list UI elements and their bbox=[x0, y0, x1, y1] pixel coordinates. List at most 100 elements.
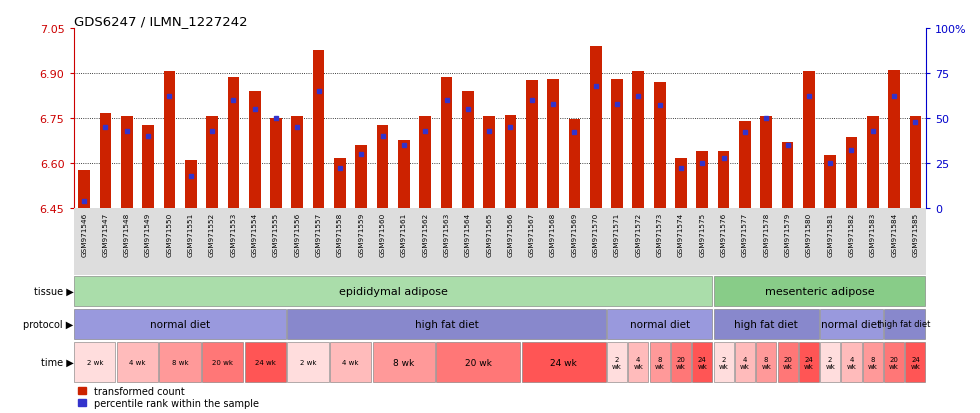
Text: GSM971567: GSM971567 bbox=[529, 212, 535, 256]
FancyBboxPatch shape bbox=[842, 342, 861, 382]
Bar bbox=[164, 72, 175, 209]
Text: 4
wk: 4 wk bbox=[847, 356, 857, 369]
Text: GSM971577: GSM971577 bbox=[742, 212, 748, 256]
Text: GSM971582: GSM971582 bbox=[849, 212, 855, 256]
Bar bbox=[739, 122, 751, 209]
Text: GSM971575: GSM971575 bbox=[700, 212, 706, 256]
Text: GSM971560: GSM971560 bbox=[379, 212, 385, 256]
FancyBboxPatch shape bbox=[820, 342, 840, 382]
Text: GSM971583: GSM971583 bbox=[870, 212, 876, 256]
Bar bbox=[78, 171, 90, 209]
Text: GSM971584: GSM971584 bbox=[891, 212, 897, 256]
Text: GSM971558: GSM971558 bbox=[337, 212, 343, 256]
Text: GSM971561: GSM971561 bbox=[401, 212, 407, 256]
Bar bbox=[697, 152, 709, 209]
Text: GSM971566: GSM971566 bbox=[508, 212, 514, 256]
Bar bbox=[398, 141, 410, 209]
Text: normal diet: normal diet bbox=[629, 319, 690, 329]
Text: GSM971562: GSM971562 bbox=[422, 212, 428, 256]
FancyBboxPatch shape bbox=[330, 342, 371, 382]
Text: GDS6247 / ILMN_1227242: GDS6247 / ILMN_1227242 bbox=[74, 15, 247, 28]
FancyBboxPatch shape bbox=[287, 342, 328, 382]
Bar bbox=[547, 80, 559, 209]
Text: 8
wk: 8 wk bbox=[655, 356, 664, 369]
Bar bbox=[590, 47, 602, 209]
Text: 20
wk: 20 wk bbox=[676, 356, 686, 369]
Text: high fat diet: high fat diet bbox=[734, 319, 798, 329]
Bar bbox=[356, 146, 368, 209]
Legend: transformed count, percentile rank within the sample: transformed count, percentile rank withi… bbox=[78, 386, 259, 408]
Bar bbox=[760, 117, 772, 209]
FancyBboxPatch shape bbox=[713, 309, 819, 339]
FancyBboxPatch shape bbox=[671, 342, 691, 382]
Text: 8
wk: 8 wk bbox=[868, 356, 878, 369]
Bar bbox=[803, 72, 814, 209]
FancyBboxPatch shape bbox=[372, 342, 435, 382]
FancyBboxPatch shape bbox=[74, 309, 286, 339]
FancyBboxPatch shape bbox=[862, 342, 883, 382]
FancyBboxPatch shape bbox=[799, 342, 819, 382]
FancyBboxPatch shape bbox=[117, 342, 158, 382]
Text: GSM971546: GSM971546 bbox=[81, 212, 87, 256]
Text: GSM971550: GSM971550 bbox=[167, 212, 172, 256]
Text: 24
wk: 24 wk bbox=[698, 356, 708, 369]
Bar bbox=[632, 72, 644, 209]
Text: GSM971565: GSM971565 bbox=[486, 212, 492, 256]
Bar bbox=[654, 83, 665, 209]
Text: GSM971572: GSM971572 bbox=[635, 212, 641, 256]
Bar bbox=[441, 78, 453, 209]
Text: GSM971581: GSM971581 bbox=[827, 212, 833, 256]
Text: 2
wk: 2 wk bbox=[612, 356, 622, 369]
Bar bbox=[526, 81, 538, 209]
FancyBboxPatch shape bbox=[713, 342, 734, 382]
Text: 2 wk: 2 wk bbox=[86, 359, 103, 365]
FancyBboxPatch shape bbox=[287, 309, 606, 339]
Bar bbox=[846, 138, 858, 209]
Text: high fat diet: high fat diet bbox=[879, 320, 930, 328]
Text: GSM971576: GSM971576 bbox=[720, 212, 726, 256]
Text: 24
wk: 24 wk bbox=[910, 356, 920, 369]
Text: 24
wk: 24 wk bbox=[804, 356, 813, 369]
Text: 2
wk: 2 wk bbox=[825, 356, 835, 369]
FancyBboxPatch shape bbox=[607, 309, 712, 339]
Text: GSM971569: GSM971569 bbox=[571, 212, 577, 256]
FancyBboxPatch shape bbox=[735, 342, 755, 382]
Bar bbox=[100, 114, 112, 209]
Text: 24 wk: 24 wk bbox=[551, 358, 577, 367]
Text: 2
wk: 2 wk bbox=[718, 356, 728, 369]
FancyBboxPatch shape bbox=[74, 277, 712, 306]
Text: 20
wk: 20 wk bbox=[889, 356, 899, 369]
FancyBboxPatch shape bbox=[692, 342, 712, 382]
Text: GSM971548: GSM971548 bbox=[123, 212, 129, 256]
Bar bbox=[462, 92, 473, 209]
FancyBboxPatch shape bbox=[245, 342, 286, 382]
Text: GSM971564: GSM971564 bbox=[465, 212, 470, 256]
Text: GSM971557: GSM971557 bbox=[316, 212, 321, 256]
Bar bbox=[888, 71, 900, 209]
FancyBboxPatch shape bbox=[436, 342, 520, 382]
Text: 24 wk: 24 wk bbox=[255, 359, 275, 365]
Bar bbox=[909, 117, 921, 209]
Bar bbox=[824, 156, 836, 209]
Text: mesenteric adipose: mesenteric adipose bbox=[764, 287, 874, 297]
FancyBboxPatch shape bbox=[884, 342, 905, 382]
Text: time ▶: time ▶ bbox=[41, 357, 74, 367]
Bar bbox=[334, 159, 346, 209]
Text: GSM971555: GSM971555 bbox=[273, 212, 279, 256]
Text: GSM971571: GSM971571 bbox=[614, 212, 620, 256]
Text: GSM971580: GSM971580 bbox=[806, 212, 811, 256]
FancyBboxPatch shape bbox=[757, 342, 776, 382]
Text: 8 wk: 8 wk bbox=[172, 359, 188, 365]
Text: GSM971552: GSM971552 bbox=[209, 212, 215, 256]
Text: 20 wk: 20 wk bbox=[466, 358, 492, 367]
FancyBboxPatch shape bbox=[713, 277, 925, 306]
Bar bbox=[612, 80, 623, 209]
Text: GSM971563: GSM971563 bbox=[444, 212, 450, 256]
Bar bbox=[505, 116, 516, 209]
FancyBboxPatch shape bbox=[160, 342, 201, 382]
Bar bbox=[675, 159, 687, 209]
FancyBboxPatch shape bbox=[628, 342, 649, 382]
Text: GSM971559: GSM971559 bbox=[359, 212, 365, 256]
Bar bbox=[376, 126, 388, 209]
Bar bbox=[867, 117, 879, 209]
